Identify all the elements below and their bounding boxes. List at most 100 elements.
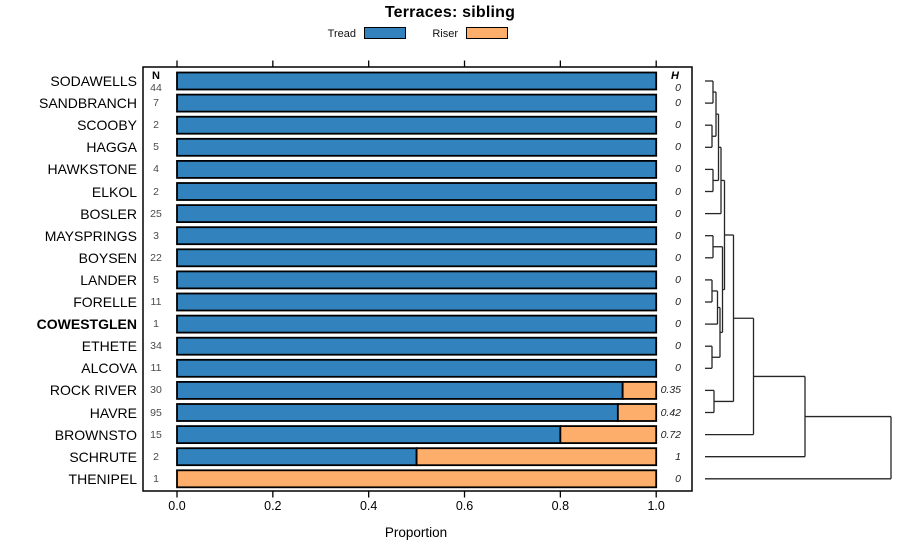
- plot-frame: [142, 66, 693, 492]
- n-column-header: N: [152, 70, 160, 82]
- site-label: LANDER: [80, 271, 137, 288]
- n-value: 15: [150, 428, 162, 441]
- legend-swatch-riser: [466, 27, 508, 39]
- n-value: 25: [150, 207, 162, 220]
- h-value: 0: [675, 97, 681, 110]
- bar-tread-segment: [176, 71, 658, 91]
- site-label: SCHRUTE: [69, 448, 137, 465]
- n-value: 3: [153, 229, 159, 242]
- site-label: BOSLER: [80, 205, 137, 222]
- n-value: 5: [153, 273, 159, 286]
- x-tick-label: 0.0: [168, 499, 186, 513]
- x-tick-label: 0.4: [359, 499, 378, 513]
- n-value: 2: [153, 119, 159, 132]
- h-column-header: H: [671, 70, 679, 82]
- n-value: 22: [150, 251, 162, 264]
- h-value: 1: [675, 450, 681, 463]
- site-label: SCOOBY: [77, 117, 137, 134]
- h-value: 0.35: [660, 384, 681, 397]
- x-tick-label: 0.2: [264, 499, 282, 513]
- n-value: 11: [150, 362, 162, 375]
- bar-tread-segment: [176, 226, 658, 246]
- site-label: HAWKSTONE: [47, 161, 137, 178]
- bar-tread-segment: [176, 314, 658, 334]
- site-label: HAGGA: [86, 139, 137, 156]
- x-tick-label: 0.8: [551, 499, 570, 513]
- site-label: THENIPEL: [68, 470, 137, 487]
- h-value: 0: [675, 340, 681, 353]
- h-value: 0: [675, 185, 681, 198]
- bar-tread-segment: [176, 182, 658, 201]
- h-value: 0: [675, 362, 681, 375]
- bars-layer: [176, 71, 658, 489]
- bar-tread-segment: [176, 358, 658, 378]
- plot-box: [142, 66, 693, 492]
- h-value: 0.42: [660, 406, 681, 419]
- bar-tread-segment: [176, 380, 624, 400]
- h-value: 0.72: [660, 428, 681, 441]
- n-value: 95: [150, 406, 162, 419]
- n-value: 11: [150, 296, 162, 308]
- x-axis-label: Proportion: [384, 525, 448, 540]
- bar-tread-segment: [176, 204, 658, 224]
- chart-title: Terraces: sibling: [384, 4, 516, 21]
- site-label: BOYSEN: [78, 249, 137, 266]
- bar-riser-segment: [559, 425, 658, 445]
- h-value: 0: [675, 318, 681, 331]
- bar-tread-segment: [176, 137, 658, 157]
- site-label: ETHETE: [81, 338, 137, 355]
- bar-tread-segment: [176, 93, 658, 113]
- bar-riser-segment: [616, 403, 658, 422]
- legend-label-tread: Tread: [327, 28, 356, 40]
- x-tick-label: 0.6: [455, 499, 474, 513]
- h-value: 0: [675, 273, 681, 286]
- site-label: FORELLE: [73, 294, 137, 310]
- site-label: SANDBRANCH: [38, 95, 137, 112]
- site-label: BROWNSTO: [54, 426, 137, 443]
- h-value: 0: [675, 251, 681, 264]
- h-value: 0: [675, 296, 681, 308]
- bar-tread-segment: [176, 248, 658, 268]
- n-value: 7: [153, 97, 159, 110]
- site-label: HAVRE: [89, 404, 137, 421]
- bar-tread-segment: [176, 115, 658, 135]
- bar-tread-segment: [176, 425, 562, 445]
- n-value: 1: [153, 318, 159, 331]
- h-value: 0: [675, 141, 681, 154]
- site-label: COWESTGLEN: [36, 316, 137, 333]
- x-tick-label: 1.0: [647, 499, 665, 513]
- site-label: ALCOVA: [81, 360, 137, 377]
- bar-tread-segment: [176, 336, 658, 356]
- n-value: 30: [150, 384, 162, 397]
- site-label: ELKOL: [91, 183, 137, 200]
- site-label: SODAWELLS: [50, 73, 137, 89]
- h-value: 0: [675, 163, 681, 176]
- site-label: MAYSPRINGS: [44, 227, 137, 244]
- n-value: 34: [150, 340, 162, 353]
- bar-tread-segment: [176, 403, 619, 422]
- n-value: 5: [153, 141, 159, 154]
- h-value: 0: [675, 82, 681, 94]
- bar-tread-segment: [176, 159, 658, 179]
- n-value: 44: [150, 82, 162, 94]
- bar-tread-segment: [176, 447, 418, 467]
- h-value: 0: [675, 207, 681, 220]
- bar-riser-segment: [621, 380, 658, 400]
- axis-ticks: [176, 60, 657, 498]
- legend-swatch-tread: [364, 27, 406, 39]
- bar-tread-segment: [176, 270, 658, 290]
- h-value: 0: [675, 229, 681, 242]
- legend-label-riser: Riser: [432, 28, 458, 40]
- h-value: 0: [675, 472, 681, 485]
- n-value: 2: [153, 450, 159, 463]
- n-value: 4: [153, 163, 159, 176]
- n-value: 1: [153, 472, 159, 485]
- bar-riser-segment: [415, 447, 658, 467]
- n-value: 2: [153, 185, 159, 198]
- dendrogram: [705, 80, 892, 480]
- site-label: ROCK RIVER: [49, 382, 137, 399]
- h-value: 0: [675, 119, 681, 132]
- bar-tread-segment: [176, 292, 658, 312]
